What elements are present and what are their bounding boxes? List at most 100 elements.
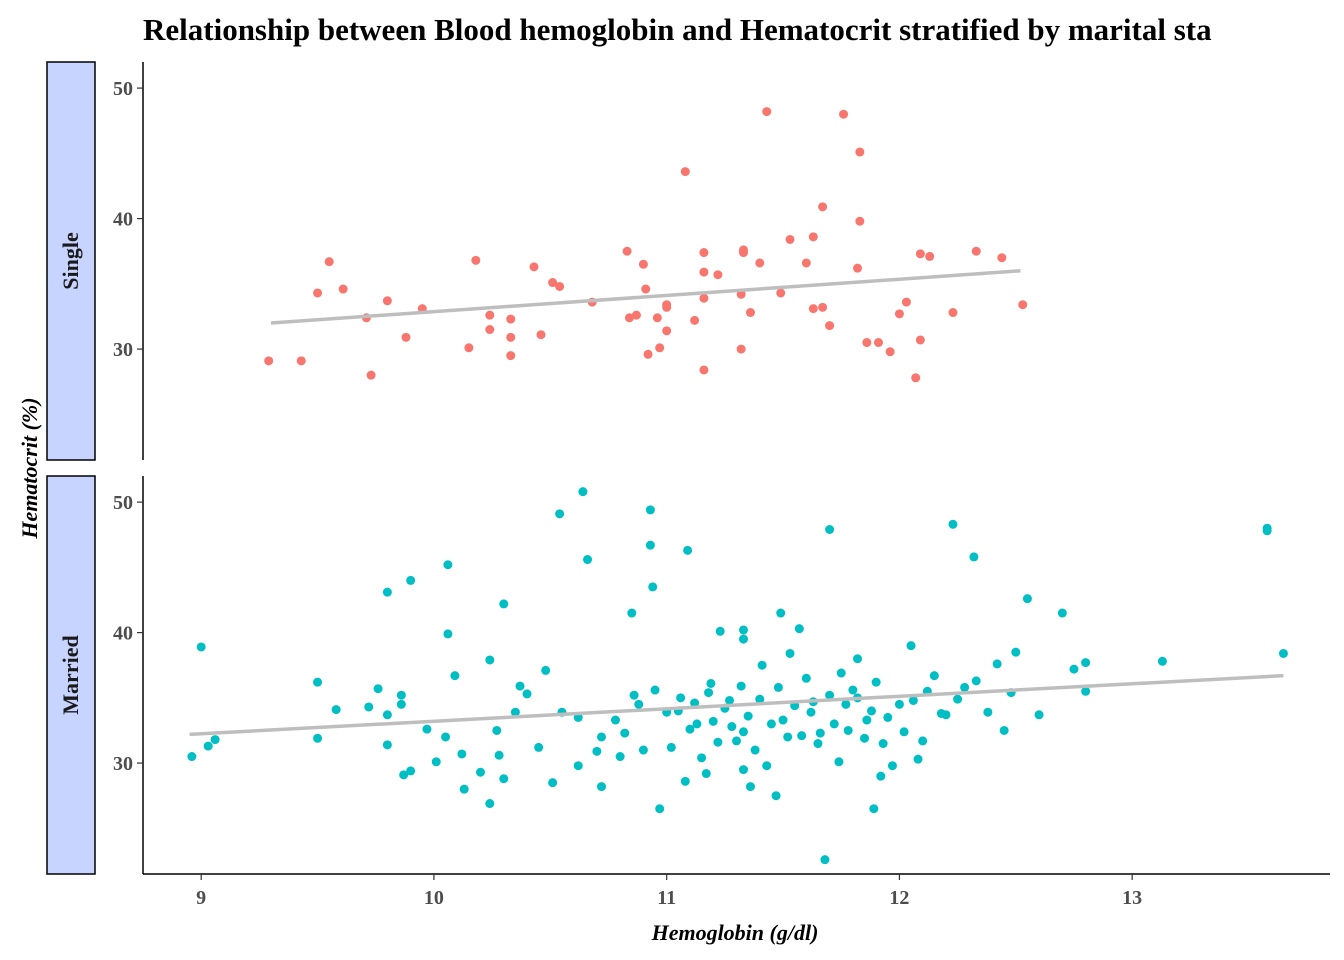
data-point bbox=[1057, 608, 1067, 618]
data-point bbox=[704, 688, 714, 698]
data-point bbox=[382, 710, 392, 720]
facet-strip bbox=[46, 61, 96, 461]
data-point bbox=[745, 782, 755, 792]
data-point bbox=[866, 706, 876, 716]
panel-married: Married 30 40 50 bbox=[46, 475, 1288, 875]
data-point bbox=[597, 732, 607, 742]
data-point bbox=[929, 671, 939, 681]
data-point bbox=[401, 332, 411, 342]
data-point bbox=[808, 304, 818, 314]
data-point bbox=[901, 297, 911, 307]
data-point bbox=[825, 690, 835, 700]
data-point bbox=[485, 310, 495, 320]
data-point bbox=[925, 251, 935, 261]
data-point bbox=[738, 727, 748, 737]
data-point bbox=[459, 784, 469, 794]
x-axis-title: Hemoglobin (g/dl) bbox=[651, 920, 819, 945]
data-point bbox=[573, 761, 583, 771]
data-point bbox=[997, 253, 1007, 263]
data-point bbox=[583, 555, 593, 565]
data-point bbox=[785, 648, 795, 658]
data-point bbox=[683, 545, 693, 555]
data-point bbox=[738, 765, 748, 775]
data-point bbox=[745, 308, 755, 318]
data-point bbox=[313, 733, 323, 743]
data-point bbox=[785, 234, 795, 244]
data-point bbox=[510, 707, 520, 717]
y-tick-label: 50 bbox=[113, 492, 133, 514]
data-point bbox=[648, 582, 658, 592]
data-point bbox=[313, 677, 323, 687]
y-tick-label: 50 bbox=[113, 78, 133, 100]
data-point bbox=[1157, 656, 1167, 666]
trend-line bbox=[189, 673, 1284, 737]
data-point bbox=[743, 711, 753, 721]
data-point bbox=[701, 769, 711, 779]
data-point bbox=[908, 695, 918, 705]
data-point bbox=[382, 296, 392, 306]
data-point bbox=[948, 519, 958, 529]
facet-strip bbox=[46, 475, 96, 875]
data-point bbox=[662, 302, 672, 312]
data-point bbox=[494, 750, 504, 760]
data-point bbox=[622, 246, 632, 256]
data-point bbox=[878, 739, 888, 749]
data-point bbox=[555, 509, 565, 519]
data-point bbox=[638, 259, 648, 269]
data-point bbox=[620, 728, 630, 738]
data-point bbox=[485, 655, 495, 665]
data-point bbox=[860, 733, 870, 743]
data-point bbox=[818, 202, 828, 212]
data-point bbox=[855, 216, 865, 226]
data-point bbox=[499, 599, 509, 609]
data-point bbox=[1069, 664, 1079, 674]
data-point bbox=[794, 624, 804, 634]
data-point bbox=[655, 343, 665, 353]
data-point bbox=[1011, 647, 1021, 657]
data-point bbox=[999, 725, 1009, 735]
data-point bbox=[697, 753, 707, 763]
data-point bbox=[655, 804, 665, 814]
data-point bbox=[629, 690, 639, 700]
data-point bbox=[338, 284, 348, 294]
data-point bbox=[422, 724, 432, 734]
data-point bbox=[610, 715, 620, 725]
data-point bbox=[443, 629, 453, 639]
data-point bbox=[906, 641, 916, 651]
data-point bbox=[597, 782, 607, 792]
data-point bbox=[457, 749, 467, 759]
data-point bbox=[638, 745, 648, 755]
data-point bbox=[855, 147, 865, 157]
data-point bbox=[750, 745, 760, 755]
data-point bbox=[643, 349, 653, 359]
data-point bbox=[652, 313, 662, 323]
data-point bbox=[801, 258, 811, 268]
facet-strip-label: Married bbox=[58, 635, 83, 714]
data-point bbox=[499, 774, 509, 784]
data-point bbox=[680, 167, 690, 177]
data-point bbox=[876, 771, 886, 781]
data-point bbox=[971, 676, 981, 686]
data-point bbox=[1081, 658, 1091, 668]
x-tick-label: 9 bbox=[196, 887, 206, 909]
data-point bbox=[699, 248, 709, 258]
data-point bbox=[815, 728, 825, 738]
data-point bbox=[941, 710, 951, 720]
data-point bbox=[873, 338, 883, 348]
data-point bbox=[645, 505, 655, 515]
data-point bbox=[820, 855, 830, 865]
data-point bbox=[885, 347, 895, 357]
data-point bbox=[727, 722, 737, 732]
data-point bbox=[715, 626, 725, 636]
y-tick-label: 40 bbox=[113, 623, 133, 645]
data-point bbox=[841, 699, 851, 709]
data-point bbox=[331, 705, 341, 715]
data-point bbox=[778, 715, 788, 725]
data-point bbox=[899, 727, 909, 737]
data-point bbox=[464, 343, 474, 353]
data-point bbox=[825, 321, 835, 331]
data-point bbox=[1278, 648, 1288, 658]
data-point bbox=[699, 365, 709, 375]
data-point bbox=[825, 525, 835, 535]
data-point bbox=[1034, 710, 1044, 720]
